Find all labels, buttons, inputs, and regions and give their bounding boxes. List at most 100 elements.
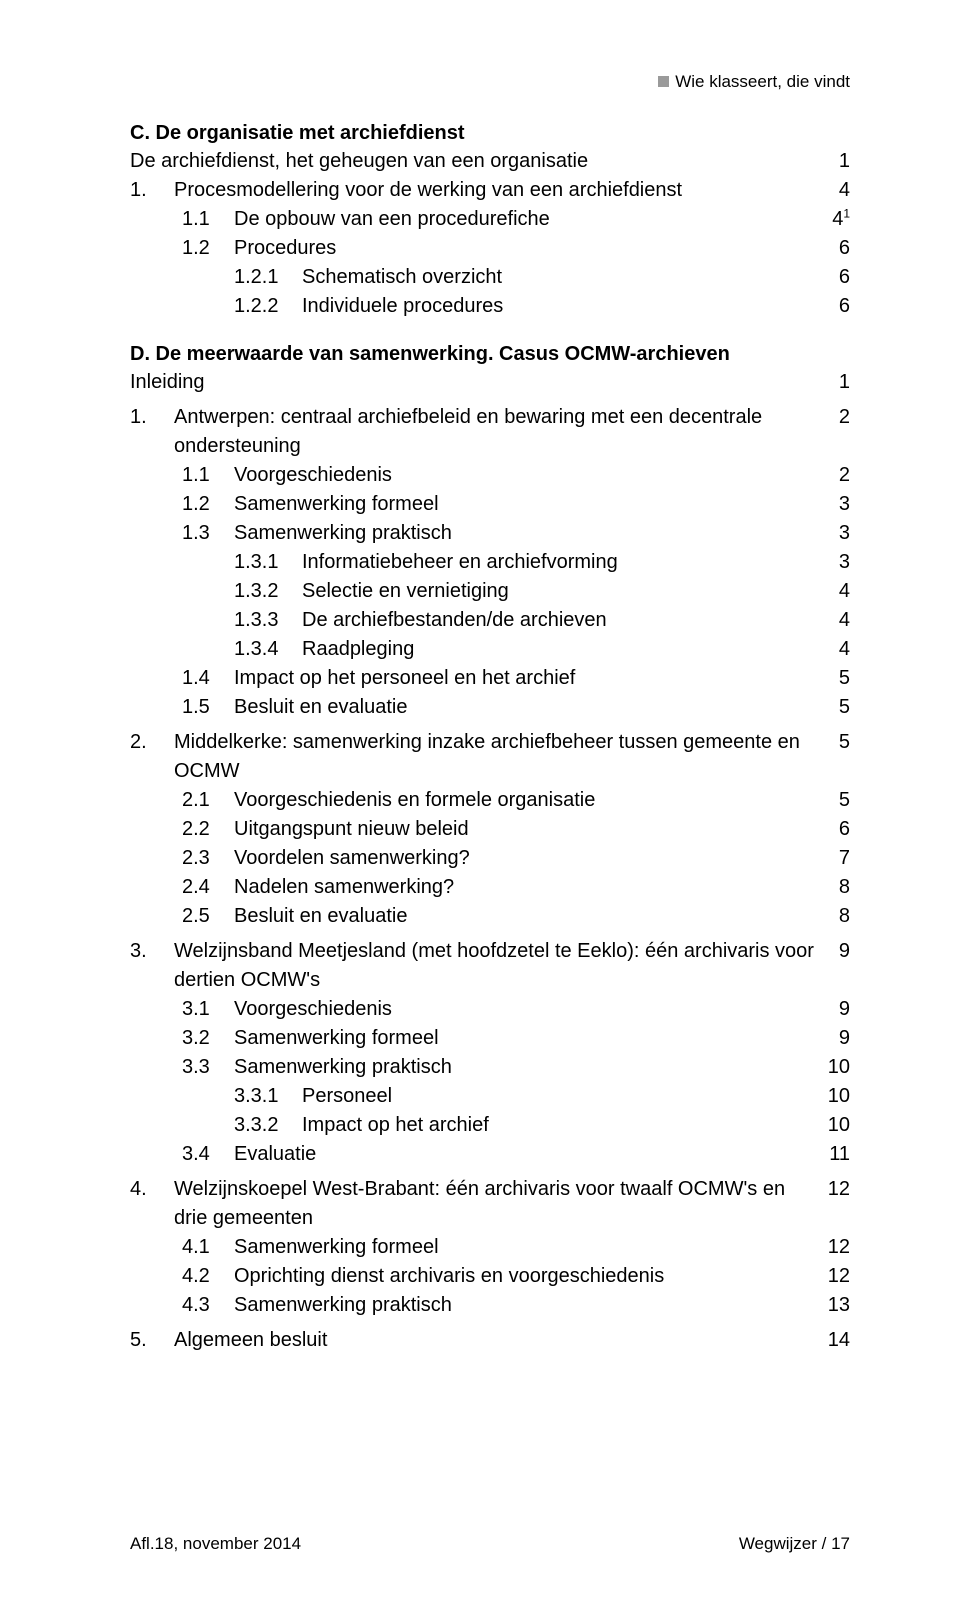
toc-row: 5.Algemeen besluit14: [130, 1326, 850, 1355]
toc-num: 1.3.4: [234, 635, 302, 664]
section-c-title: C. De organisatie met archiefdienst: [130, 122, 850, 145]
toc-page: 10: [828, 1111, 850, 1140]
toc-num: 3.3.1: [234, 1082, 302, 1111]
toc-page: 9: [839, 995, 850, 1024]
toc-num: 1.1: [182, 205, 234, 234]
toc-row: 1.5Besluit en evaluatie5: [130, 693, 850, 722]
toc-num: 4.3: [182, 1291, 234, 1320]
section-d-title: D. De meerwaarde van samenwerking. Casus…: [130, 343, 850, 366]
toc-page: 12: [828, 1262, 850, 1291]
toc-row: 1.3.3De archiefbestanden/de archieven4: [130, 606, 850, 635]
toc-page: 5: [839, 664, 850, 693]
toc-page: 5: [839, 693, 850, 722]
section-c-subtitle-page: 1: [839, 147, 850, 176]
toc-row-left: 1.3.4Raadpleging: [130, 635, 839, 664]
toc-num: 1.2.2: [234, 292, 302, 321]
toc-row: 1.3.1Informatiebeheer en archiefvorming3: [130, 548, 850, 577]
toc-page: 2: [839, 461, 850, 490]
toc-row: 1.1De opbouw van een procedurefiche41: [130, 205, 850, 234]
toc-row-left: 3.3.2Impact op het archief: [130, 1111, 828, 1140]
toc-row: 3.3.2Impact op het archief10: [130, 1111, 850, 1140]
toc-row: 2.Middelkerke: samenwerking inzake archi…: [130, 728, 850, 786]
toc-row: 4.2Oprichting dienst archivaris en voorg…: [130, 1262, 850, 1291]
toc-page: 12: [828, 1233, 850, 1262]
toc-row-left: 4.1Samenwerking formeel: [130, 1233, 828, 1262]
toc-page: 6: [839, 292, 850, 321]
toc-row-left: 3.Welzijnsband Meetjesland (met hoofdzet…: [130, 937, 839, 995]
toc-num: 2.5: [182, 902, 234, 931]
toc-row: 1.2.2Individuele procedures6: [130, 292, 850, 321]
toc-page-sup: 1: [843, 206, 850, 220]
toc-page: 41: [832, 205, 850, 234]
toc-num: 1.: [130, 176, 174, 205]
toc-row-left: 4.2Oprichting dienst archivaris en voorg…: [130, 1262, 828, 1291]
toc-row: 1.3.4Raadpleging4: [130, 635, 850, 664]
toc-row: 1.Antwerpen: centraal archiefbeleid en b…: [130, 403, 850, 461]
toc-page: 6: [839, 815, 850, 844]
toc-row-left: 1.Procesmodellering voor de werking van …: [130, 176, 839, 205]
toc-num: 1.1: [182, 461, 234, 490]
toc-row: 1.1Voorgeschiedenis2: [130, 461, 850, 490]
toc-row-left: 4.Welzijnskoepel West-Brabant: één archi…: [130, 1175, 828, 1233]
toc-num: 2.: [130, 728, 174, 757]
toc-num: 1.3.1: [234, 548, 302, 577]
toc-num: 2.3: [182, 844, 234, 873]
toc-row: 2.5Besluit en evaluatie8: [130, 902, 850, 931]
toc-row-left: 1.1De opbouw van een procedurefiche: [130, 205, 832, 234]
toc-row: 3.1Voorgeschiedenis9: [130, 995, 850, 1024]
toc-page: 8: [839, 873, 850, 902]
toc-page: 5: [839, 786, 850, 815]
toc-row: 2.1Voorgeschiedenis en formele organisat…: [130, 786, 850, 815]
toc-num: 1.: [130, 403, 174, 432]
toc-row: 2.3Voordelen samenwerking?7: [130, 844, 850, 873]
toc-num: 4.2: [182, 1262, 234, 1291]
toc-row-left: 1.5Besluit en evaluatie: [130, 693, 839, 722]
toc-page: 10: [828, 1082, 850, 1111]
toc-row-left: 1.2Samenwerking formeel: [130, 490, 839, 519]
toc-page: 9: [839, 1024, 850, 1053]
toc-row-left: 4.3Samenwerking praktisch: [130, 1291, 828, 1320]
toc-page: 13: [828, 1291, 850, 1320]
toc-num: 4.1: [182, 1233, 234, 1262]
toc-page: 6: [839, 234, 850, 263]
toc-page: 4: [839, 635, 850, 664]
toc-num: 3.3: [182, 1053, 234, 1082]
header-square-icon: [658, 76, 669, 87]
toc-row: 1.4Impact op het personeel en het archie…: [130, 664, 850, 693]
toc-page: 4: [839, 176, 850, 205]
toc-row-left: 1.2.1Schematisch overzicht: [130, 263, 839, 292]
toc-row-left: 2.1Voorgeschiedenis en formele organisat…: [130, 786, 839, 815]
toc-page: 5: [839, 728, 850, 757]
toc-row: 1.3.2Selectie en vernietiging4: [130, 577, 850, 606]
toc-row-left: 1.1Voorgeschiedenis: [130, 461, 839, 490]
toc-row-left: 2.5Besluit en evaluatie: [130, 902, 839, 931]
inleiding-row: Inleiding 1: [130, 368, 850, 397]
toc-row: 2.4Nadelen samenwerking?8: [130, 873, 850, 902]
footer-left: Afl.18, november 2014: [130, 1534, 301, 1554]
toc-num: 2.2: [182, 815, 234, 844]
toc-row: 1.2Samenwerking formeel3: [130, 490, 850, 519]
toc-row: 3.4Evaluatie11: [130, 1140, 850, 1169]
toc-page: 8: [839, 902, 850, 931]
toc-page: 11: [829, 1140, 850, 1169]
toc-page: 3: [839, 519, 850, 548]
section-c-subtitle-row: De archiefdienst, het geheugen van een o…: [130, 147, 850, 176]
toc-num: 3.: [130, 937, 174, 966]
toc-row-left: 2.3Voordelen samenwerking?: [130, 844, 839, 873]
toc-page: 9: [839, 937, 850, 966]
page-footer: Afl.18, november 2014 Wegwijzer / 17: [130, 1534, 850, 1554]
toc-row: 3.2Samenwerking formeel9: [130, 1024, 850, 1053]
toc-num: 1.4: [182, 664, 234, 693]
toc-page: 3: [839, 490, 850, 519]
running-header: Wie klasseert, die vindt: [658, 72, 850, 92]
section-c-subtitle: De archiefdienst, het geheugen van een o…: [130, 147, 839, 176]
toc-row: 3.3Samenwerking praktisch10: [130, 1053, 850, 1082]
toc-row-left: 5.Algemeen besluit: [130, 1326, 828, 1355]
toc-num: 1.2.1: [234, 263, 302, 292]
toc-row-left: 1.2.2Individuele procedures: [130, 292, 839, 321]
inleiding-page: 1: [839, 368, 850, 397]
toc-row-left: 3.3Samenwerking praktisch: [130, 1053, 828, 1082]
toc-row-left: 3.4Evaluatie: [130, 1140, 829, 1169]
toc-num: 3.3.2: [234, 1111, 302, 1140]
toc-row-left: 1.4Impact op het personeel en het archie…: [130, 664, 839, 693]
